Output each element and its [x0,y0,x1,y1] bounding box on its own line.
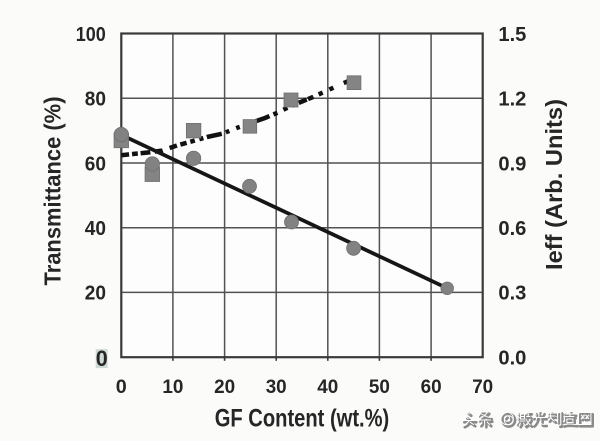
svg-text:Transmittance (%): Transmittance (%) [40,97,66,286]
svg-text:GF Content (wt.%): GF Content (wt.%) [215,404,390,432]
svg-text:Ieff (Arb. Units): Ieff (Arb. Units) [541,99,567,270]
svg-text:20: 20 [214,376,235,398]
svg-text:50: 50 [369,376,390,398]
svg-text:40: 40 [317,376,338,398]
svg-text:0.9: 0.9 [498,153,526,175]
svg-text:60: 60 [85,153,106,175]
svg-text:80: 80 [85,88,106,110]
svg-text:0: 0 [96,346,108,371]
svg-text:30: 30 [266,376,287,398]
svg-text:0.6: 0.6 [498,218,526,240]
svg-text:0.0: 0.0 [498,347,526,369]
svg-text:0: 0 [116,376,127,398]
svg-text:60: 60 [421,376,442,398]
svg-text:1.2: 1.2 [498,88,526,110]
svg-text:0.3: 0.3 [498,283,526,305]
svg-text:40: 40 [85,218,106,240]
svg-text:1.5: 1.5 [498,24,526,46]
svg-text:20: 20 [85,283,106,305]
svg-text:70: 70 [472,376,493,398]
svg-text:100: 100 [76,24,106,46]
svg-text:10: 10 [162,376,183,398]
